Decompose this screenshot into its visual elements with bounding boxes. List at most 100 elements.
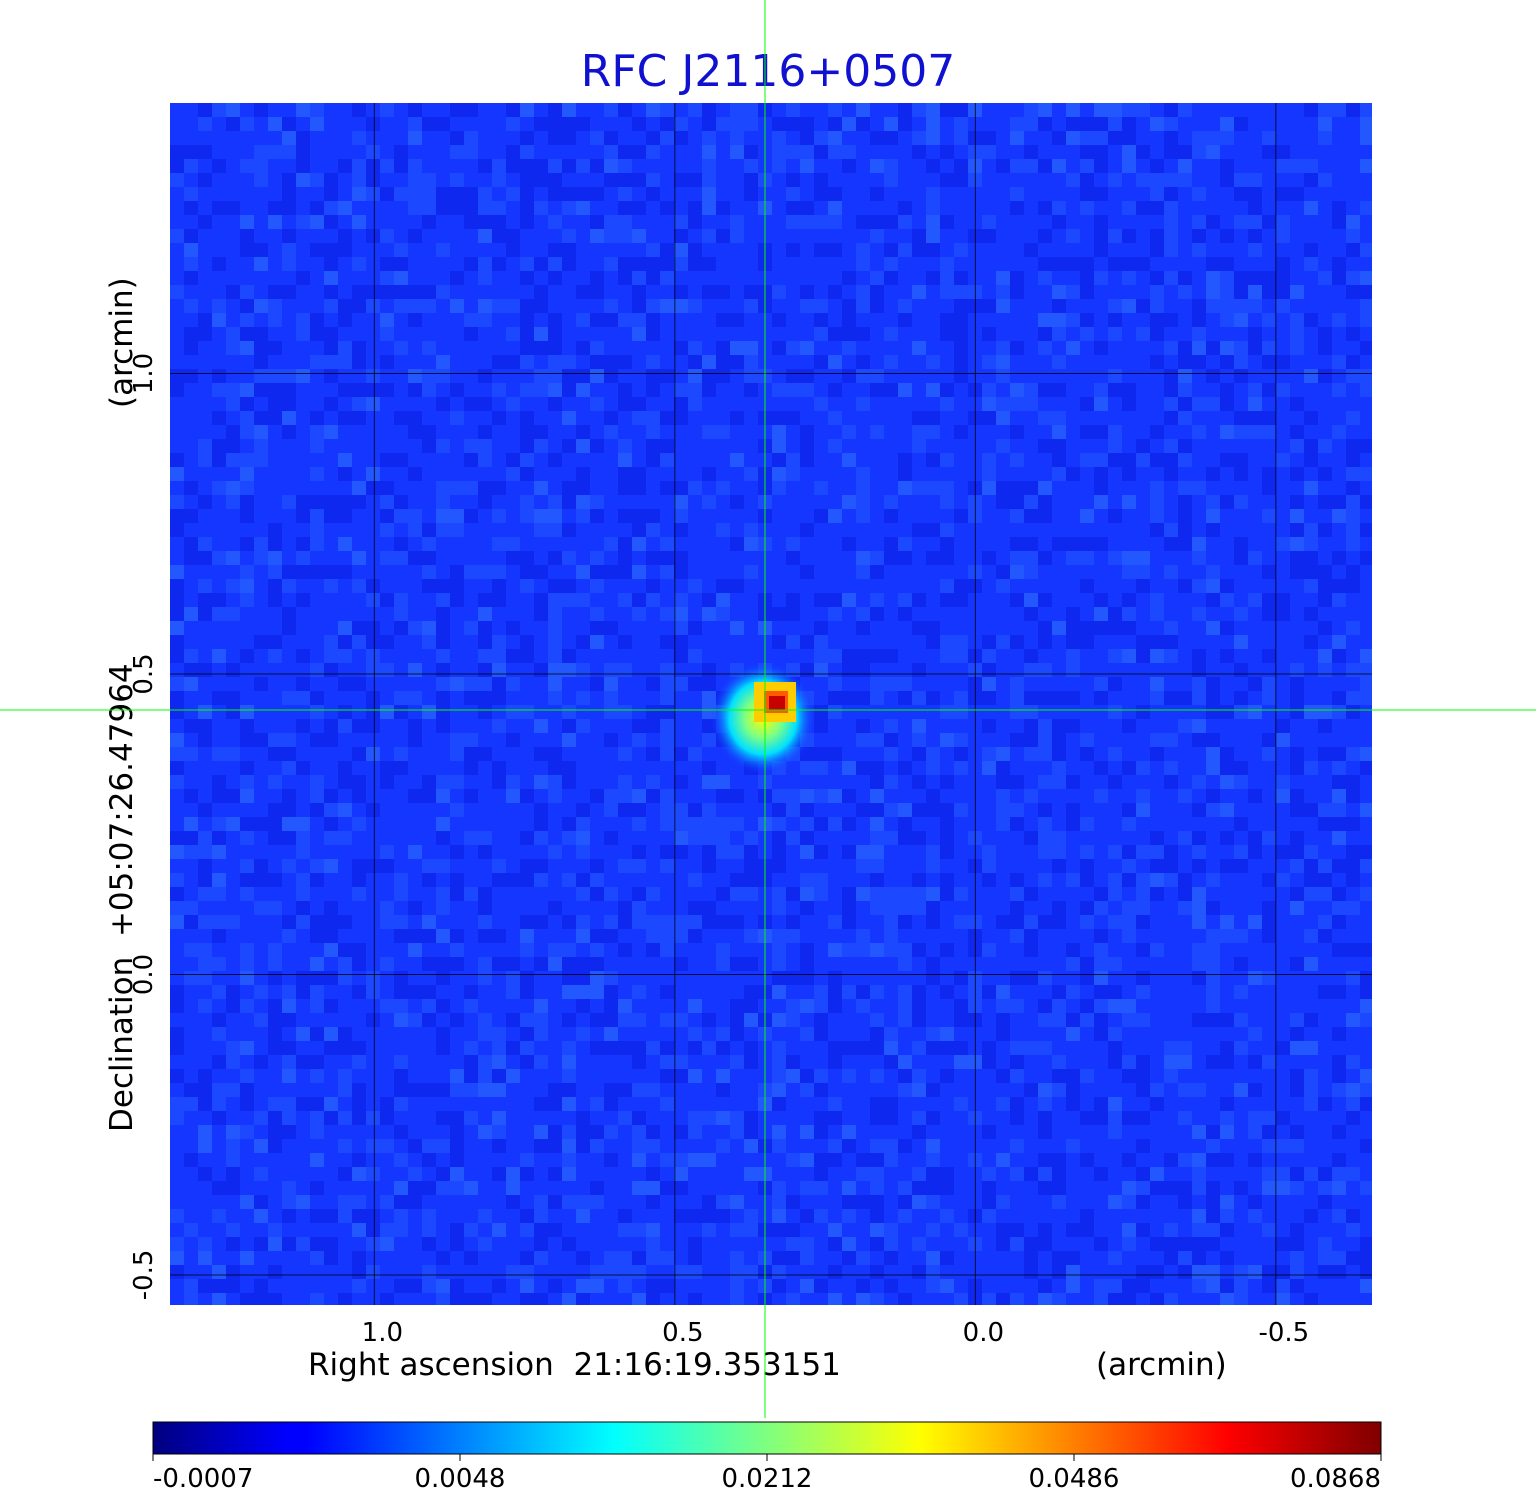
- noise-cell: [408, 173, 422, 187]
- noise-cell: [744, 1055, 758, 1069]
- noise-cell: [1234, 845, 1248, 859]
- noise-cell: [394, 159, 408, 173]
- noise-cell: [744, 369, 758, 383]
- noise-cell: [1332, 1069, 1346, 1083]
- noise-cell: [198, 1237, 212, 1251]
- noise-cell: [1052, 1069, 1066, 1083]
- noise-cell: [436, 481, 450, 495]
- noise-cell: [884, 1111, 898, 1125]
- noise-cell: [1248, 327, 1262, 341]
- noise-cell: [898, 1181, 912, 1195]
- noise-cell: [576, 817, 590, 831]
- noise-cell: [800, 523, 814, 537]
- noise-cell: [1080, 145, 1094, 159]
- noise-cell: [800, 285, 814, 299]
- noise-cell: [744, 1041, 758, 1055]
- noise-cell: [604, 915, 618, 929]
- noise-cell: [926, 1167, 940, 1181]
- noise-cell: [562, 481, 576, 495]
- noise-cell: [254, 425, 268, 439]
- noise-cell: [688, 1069, 702, 1083]
- noise-cell: [1108, 649, 1122, 663]
- noise-cell: [674, 1055, 688, 1069]
- noise-cell: [520, 327, 534, 341]
- noise-cell: [996, 747, 1010, 761]
- noise-cell: [408, 789, 422, 803]
- noise-cell: [702, 803, 716, 817]
- noise-cell: [1192, 775, 1206, 789]
- noise-cell: [352, 341, 366, 355]
- noise-cell: [1150, 747, 1164, 761]
- noise-cell: [338, 1069, 352, 1083]
- noise-cell: [170, 1097, 184, 1111]
- noise-cell: [996, 159, 1010, 173]
- noise-cell: [338, 355, 352, 369]
- noise-cell: [436, 957, 450, 971]
- noise-cell: [1052, 999, 1066, 1013]
- noise-cell: [912, 229, 926, 243]
- noise-cell: [1192, 299, 1206, 313]
- noise-cell: [450, 1237, 464, 1251]
- noise-cell: [1038, 201, 1052, 215]
- noise-cell: [394, 607, 408, 621]
- noise-cell: [1304, 705, 1318, 719]
- noise-cell: [296, 369, 310, 383]
- noise-cell: [1164, 145, 1178, 159]
- noise-cell: [198, 663, 212, 677]
- noise-cell: [1360, 1279, 1372, 1293]
- noise-cell: [1094, 1111, 1108, 1125]
- noise-cell: [786, 453, 800, 467]
- noise-cell: [1080, 187, 1094, 201]
- noise-cell: [184, 1153, 198, 1167]
- noise-cell: [1136, 1069, 1150, 1083]
- noise-cell: [324, 663, 338, 677]
- noise-cell: [1290, 677, 1304, 691]
- noise-cell: [1150, 509, 1164, 523]
- noise-cell: [408, 103, 422, 117]
- noise-cell: [926, 355, 940, 369]
- noise-cell: [814, 509, 828, 523]
- noise-cell: [1150, 733, 1164, 747]
- noise-cell: [954, 159, 968, 173]
- noise-cell: [1150, 453, 1164, 467]
- noise-cell: [324, 327, 338, 341]
- noise-cell: [492, 481, 506, 495]
- noise-cell: [926, 215, 940, 229]
- noise-cell: [716, 1195, 730, 1209]
- noise-cell: [254, 1195, 268, 1209]
- noise-cell: [646, 369, 660, 383]
- noise-cell: [184, 481, 198, 495]
- noise-cell: [436, 663, 450, 677]
- noise-cell: [814, 1069, 828, 1083]
- noise-cell: [562, 1083, 576, 1097]
- noise-cell: [506, 1167, 520, 1181]
- noise-cell: [1094, 1013, 1108, 1027]
- noise-cell: [660, 817, 674, 831]
- noise-cell: [1192, 887, 1206, 901]
- noise-cell: [576, 1111, 590, 1125]
- noise-cell: [1304, 313, 1318, 327]
- noise-cell: [1066, 103, 1080, 117]
- noise-cell: [1290, 341, 1304, 355]
- noise-cell: [1248, 411, 1262, 425]
- noise-cell: [408, 1279, 422, 1293]
- noise-cell: [464, 481, 478, 495]
- noise-cell: [240, 1097, 254, 1111]
- noise-cell: [1038, 117, 1052, 131]
- noise-cell: [324, 299, 338, 313]
- noise-cell: [1346, 243, 1360, 257]
- noise-cell: [394, 257, 408, 271]
- noise-cell: [254, 383, 268, 397]
- noise-cell: [268, 873, 282, 887]
- noise-cell: [1136, 1013, 1150, 1027]
- noise-cell: [548, 845, 562, 859]
- noise-cell: [1192, 1223, 1206, 1237]
- noise-cell: [716, 887, 730, 901]
- noise-cell: [492, 355, 506, 369]
- noise-cell: [982, 131, 996, 145]
- noise-cell: [394, 621, 408, 635]
- noise-cell: [394, 243, 408, 257]
- noise-cell: [1248, 397, 1262, 411]
- noise-cell: [912, 243, 926, 257]
- noise-cell: [562, 985, 576, 999]
